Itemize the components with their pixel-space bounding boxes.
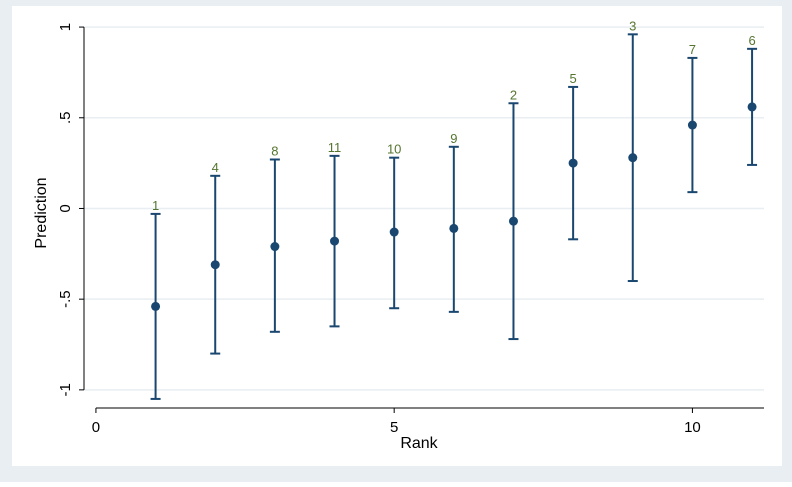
data-point [270, 242, 280, 252]
data-point [449, 223, 459, 233]
y-tick-label: .5 [57, 112, 74, 125]
tick-labels: 1 .5 0 -.5 -1 0 5 10 [57, 23, 701, 436]
data-point [568, 158, 578, 168]
point-label: 4 [212, 160, 219, 175]
point-label: 10 [387, 142, 401, 157]
point-labels: 1 4 8 11 10 9 2 5 3 7 6 [152, 18, 756, 213]
gridlines [84, 26, 764, 391]
y-tick-label: 0 [57, 204, 74, 212]
axes [79, 26, 764, 413]
data-point [330, 236, 340, 246]
x-tick-label: 10 [684, 419, 701, 436]
point-label: 6 [748, 33, 755, 48]
data-point [747, 102, 757, 112]
point-label: 1 [152, 198, 159, 213]
point-label: 11 [328, 140, 342, 155]
y-axis-label: Prediction [33, 177, 50, 248]
point-label: 3 [629, 18, 636, 33]
data-point [151, 301, 161, 311]
data-points [151, 102, 757, 311]
x-tick-label: 0 [92, 419, 100, 436]
y-tick-label: -1 [57, 383, 74, 396]
x-tick-label: 5 [390, 419, 398, 436]
data-point [628, 153, 638, 163]
x-axis-label: Rank [400, 435, 438, 452]
data-point [508, 216, 518, 226]
data-point [210, 260, 220, 270]
point-label: 7 [689, 42, 696, 57]
point-label: 8 [271, 143, 278, 158]
data-point [389, 227, 399, 237]
y-tick-label: -.5 [57, 290, 74, 308]
y-tick-label: 1 [57, 23, 74, 31]
point-label: 2 [510, 87, 517, 102]
plot-area [12, 6, 782, 466]
point-label: 9 [450, 131, 457, 146]
point-label: 5 [570, 71, 577, 86]
data-point [687, 120, 697, 130]
